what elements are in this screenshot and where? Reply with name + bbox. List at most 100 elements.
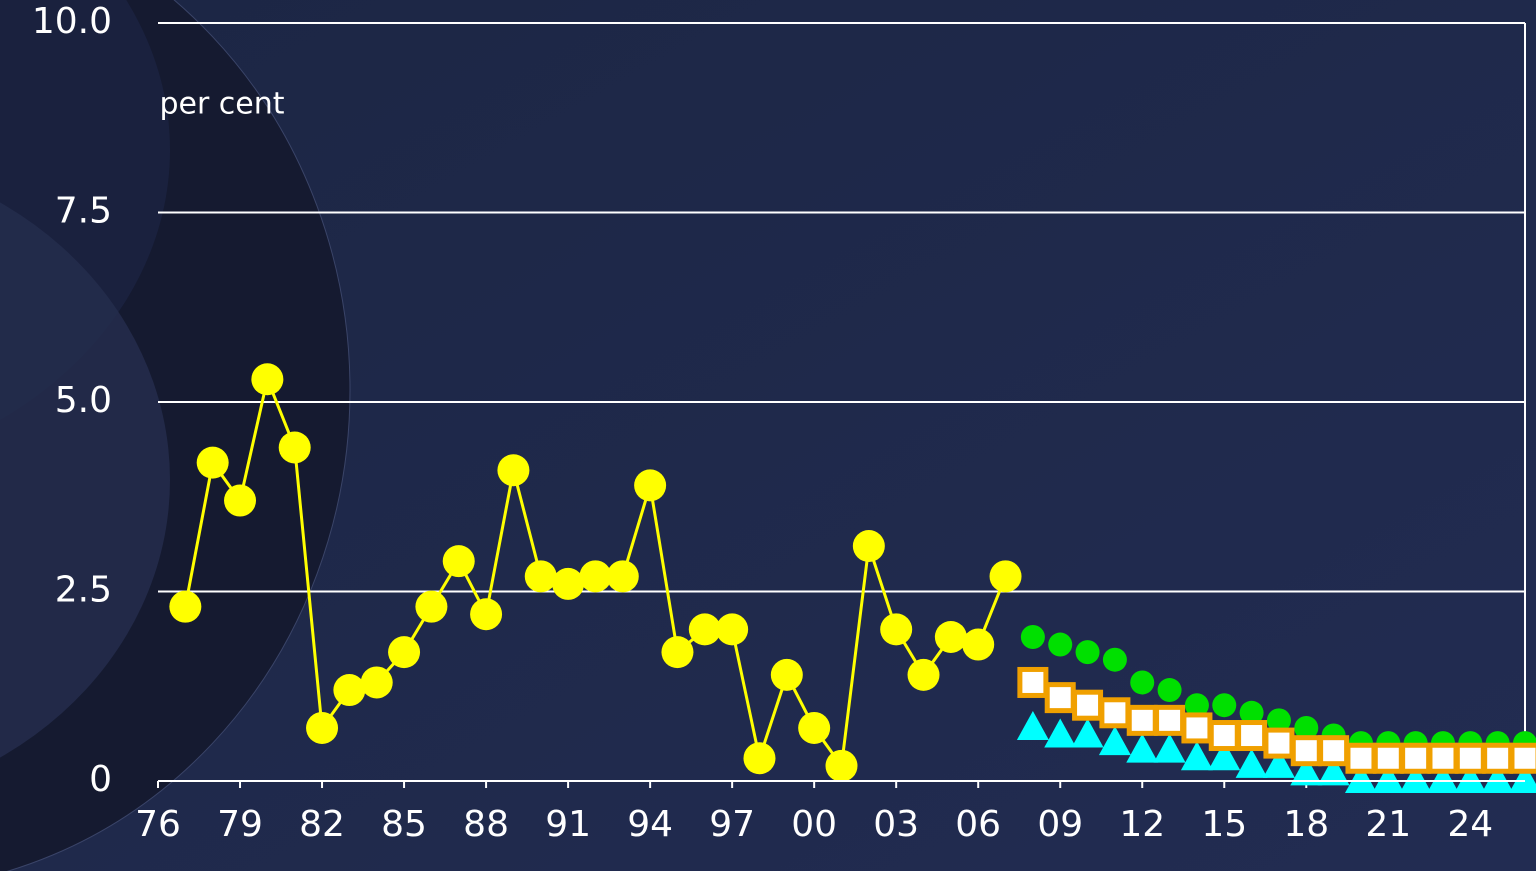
y-tick-label: 7.5 — [55, 191, 112, 232]
point — [1126, 733, 1159, 763]
point — [1016, 710, 1049, 740]
x-tick-label: 00 — [791, 804, 837, 845]
point — [415, 590, 448, 623]
point — [1344, 764, 1377, 793]
point — [770, 658, 803, 691]
point — [1208, 741, 1241, 771]
point — [1263, 727, 1295, 759]
x-tick-label: 12 — [1119, 804, 1165, 845]
point — [1075, 640, 1100, 665]
point — [1236, 720, 1268, 752]
point — [1208, 720, 1240, 752]
point — [251, 363, 284, 396]
point — [360, 666, 393, 699]
point — [1454, 742, 1486, 774]
point — [1426, 764, 1459, 793]
point — [1482, 742, 1514, 774]
x-tick-label: 09 — [1037, 804, 1083, 845]
point — [907, 658, 940, 691]
point — [1020, 624, 1045, 649]
x-tick-label: 88 — [463, 804, 509, 845]
x-tick-label: 82 — [299, 804, 345, 845]
point — [1102, 647, 1127, 672]
point — [1153, 733, 1186, 763]
point — [880, 613, 913, 646]
point — [1235, 748, 1268, 778]
point — [1481, 764, 1514, 793]
x-tick-label: 91 — [545, 804, 591, 845]
x-tick-label: 94 — [627, 804, 673, 845]
point — [989, 560, 1022, 593]
point — [442, 545, 475, 578]
point — [333, 674, 366, 707]
point — [1290, 756, 1323, 786]
x-tick-label: 03 — [873, 804, 919, 845]
point — [1098, 726, 1131, 756]
point — [1071, 718, 1104, 748]
point — [1180, 741, 1213, 771]
point — [1017, 666, 1049, 698]
point — [798, 711, 831, 744]
point — [852, 530, 885, 563]
point — [825, 749, 858, 782]
point — [306, 711, 339, 744]
point — [1262, 748, 1295, 778]
point — [1294, 715, 1319, 740]
point — [1317, 756, 1350, 786]
point — [1427, 742, 1459, 774]
point — [634, 469, 667, 502]
point — [1399, 764, 1432, 793]
point — [606, 560, 639, 593]
point — [1372, 742, 1404, 774]
point — [1318, 735, 1350, 767]
y-tick-label: 5.0 — [55, 380, 112, 421]
x-tick-label: 18 — [1283, 804, 1329, 845]
point — [1130, 670, 1155, 695]
point — [552, 567, 585, 600]
x-tick-label: 15 — [1201, 804, 1247, 845]
point — [1372, 764, 1405, 793]
point — [1454, 764, 1487, 793]
point — [524, 560, 557, 593]
point — [1290, 735, 1322, 767]
point — [196, 446, 229, 479]
point — [1509, 742, 1536, 774]
point — [962, 628, 995, 661]
point — [1181, 712, 1213, 744]
point — [1154, 704, 1186, 736]
point — [1048, 632, 1073, 657]
point — [1400, 742, 1432, 774]
y-tick-label: 0 — [89, 759, 112, 800]
point — [1072, 689, 1104, 721]
point — [1239, 700, 1264, 725]
y-tick-label: 2.5 — [55, 570, 112, 611]
point — [934, 620, 967, 653]
point — [579, 560, 612, 593]
point — [743, 742, 776, 775]
x-tick-label: 76 — [135, 804, 181, 845]
decor-circle — [0, 202, 170, 758]
point — [278, 431, 311, 464]
point — [1212, 693, 1237, 718]
point — [497, 454, 530, 487]
x-tick-label: 24 — [1447, 804, 1493, 845]
y-tick-label: 10.0 — [32, 1, 112, 42]
point — [224, 484, 257, 517]
point — [1509, 764, 1536, 793]
point — [1044, 718, 1077, 748]
point — [1345, 742, 1377, 774]
point — [716, 613, 749, 646]
point — [1044, 682, 1076, 714]
x-tick-label: 85 — [381, 804, 427, 845]
y-axis-label: per cent — [159, 87, 284, 122]
x-tick-label: 21 — [1365, 804, 1411, 845]
point — [661, 636, 694, 669]
point — [1184, 693, 1209, 718]
point — [169, 590, 202, 623]
x-tick-label: 97 — [709, 804, 755, 845]
point — [1266, 708, 1291, 733]
point — [470, 598, 503, 631]
point — [1157, 678, 1182, 703]
